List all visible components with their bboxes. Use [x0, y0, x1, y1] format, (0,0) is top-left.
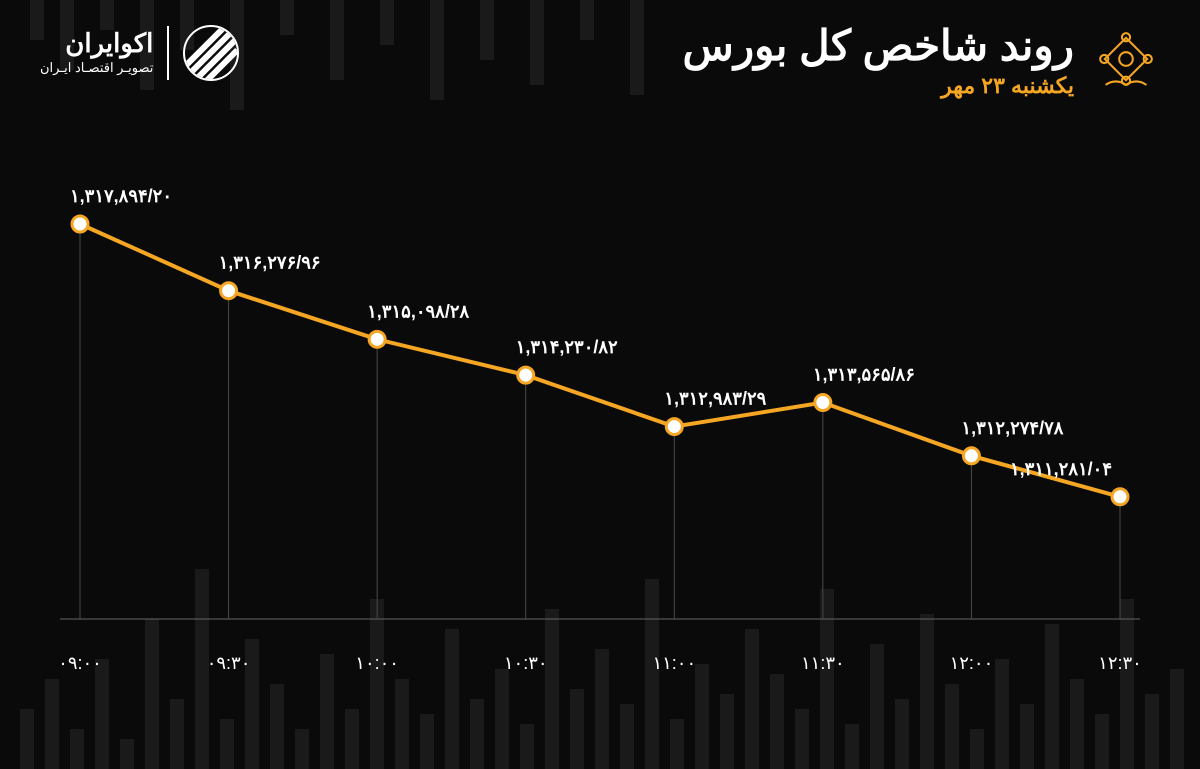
x-tick-label: ۱۰:۰۰: [355, 653, 399, 673]
brand-divider: [167, 26, 169, 80]
brand-block: اکوایران تصویـر اقتصـاد ایـران: [40, 25, 239, 81]
page-subtitle: یکشنبه ۲۳ مهر: [683, 73, 1074, 99]
brand-logo-icon: [183, 25, 239, 81]
point-label: ۱,۳۱۲,۹۸۳/۲۹: [664, 389, 766, 409]
point-label: ۱,۳۱۷,۸۹۴/۲۰: [70, 186, 172, 206]
point-label: ۱,۳۱۳,۵۶۵/۸۶: [813, 365, 915, 385]
line-chart: ۱,۳۱۷,۸۹۴/۲۰ ۱,۳۱۶,۲۷۶/۹۶ ۱,۳۱۵,۰۹۸/۲۸ ۱,۳۱…: [40, 149, 1160, 709]
title-block: روند شاخص کل بورس یکشنبه ۲۳ مهر: [683, 25, 1160, 99]
x-tick-label: ۱۲:۳۰: [1098, 653, 1142, 673]
x-tick-label: ۰۹:۳۰: [207, 653, 251, 673]
point-label: ۱,۳۱۲,۲۷۴/۷۸: [961, 418, 1063, 438]
brand-tagline: تصویـر اقتصـاد ایـران: [40, 60, 153, 76]
x-tick-label: ۱۱:۳۰: [801, 653, 845, 673]
exchange-seal-icon: [1092, 25, 1160, 93]
x-tick-label: ۱۲:۰۰: [950, 653, 994, 673]
x-tick-label: ۱۰:۳۰: [504, 653, 548, 673]
x-tick-label: ۱۱:۰۰: [652, 653, 696, 673]
point-label: ۱,۳۱۵,۰۹۸/۲۸: [367, 301, 469, 321]
page-title: روند شاخص کل بورس: [683, 25, 1074, 67]
point-label: ۱,۳۱۱,۲۸۱/۰۴: [1010, 459, 1112, 479]
x-tick-label: ۰۹:۰۰: [58, 653, 102, 673]
header: اکوایران تصویـر اقتصـاد ایـران روند شاخص…: [0, 0, 1200, 109]
brand-name: اکوایران: [40, 30, 153, 56]
point-label: ۱,۳۱۶,۲۷۶/۹۶: [219, 253, 321, 273]
point-label: ۱,۳۱۴,۲۳۰/۸۲: [516, 337, 618, 357]
chart-area: ۱,۳۱۷,۸۹۴/۲۰ ۱,۳۱۶,۲۷۶/۹۶ ۱,۳۱۵,۰۹۸/۲۸ ۱,۳۱…: [40, 149, 1160, 709]
